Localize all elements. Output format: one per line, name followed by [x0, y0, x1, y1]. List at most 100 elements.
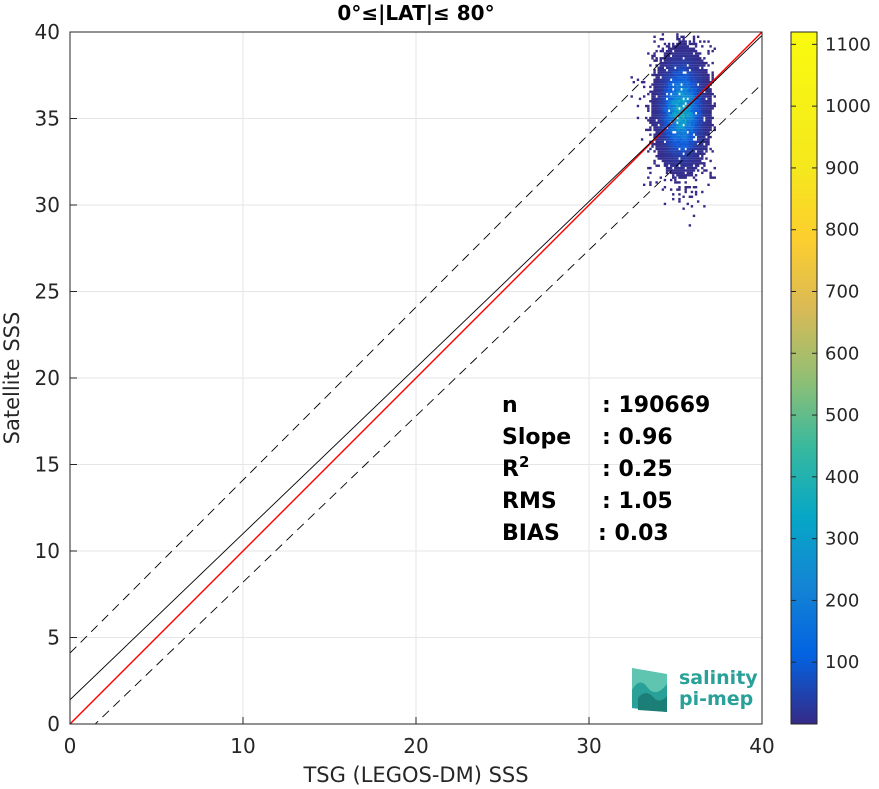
density-cell [701, 121, 704, 124]
density-cell [705, 102, 708, 105]
density-cell [667, 64, 671, 67]
density-cell [653, 150, 656, 153]
density-cell [701, 135, 704, 139]
density-cell [651, 92, 654, 96]
density-cell [692, 152, 696, 155]
density-cell [678, 154, 681, 158]
density-cell [690, 66, 694, 70]
density-cell [694, 131, 698, 134]
density-cell [669, 162, 673, 165]
density-cell [665, 109, 669, 113]
density-cell [659, 104, 662, 108]
density-cell [690, 109, 694, 113]
density-cell [688, 224, 692, 227]
density-cell [699, 133, 702, 136]
density-cell [701, 73, 704, 77]
density-cell [684, 42, 687, 46]
density-cell [703, 164, 706, 167]
density-cell [669, 123, 673, 127]
density-cell [653, 90, 656, 93]
density-cell [701, 171, 704, 175]
density-cell [669, 140, 673, 144]
density-cell [678, 171, 681, 175]
density-cell [653, 128, 656, 132]
density-cell [707, 140, 710, 144]
density-cell [674, 83, 677, 86]
density-cell [655, 102, 658, 105]
density-cell [655, 128, 658, 132]
density-cell [657, 164, 660, 167]
density-cell [672, 193, 675, 196]
density-cell [653, 85, 656, 89]
density-cell [676, 57, 679, 60]
density-cell [686, 90, 689, 93]
density-cell [686, 100, 689, 103]
density-cell [667, 76, 671, 79]
density-cell [690, 147, 694, 151]
density-cell [657, 102, 660, 105]
density-cell [661, 92, 665, 96]
density-cell [667, 140, 671, 144]
density-cell [676, 157, 679, 160]
density-cell [657, 143, 660, 146]
density-cell [661, 71, 665, 74]
density-cell [692, 159, 696, 163]
density-cell [678, 64, 681, 67]
density-cell [684, 54, 687, 58]
density-cell [703, 126, 706, 129]
density-cell [632, 80, 635, 84]
density-cell [686, 109, 689, 113]
density-cell [667, 42, 671, 46]
density-cell [649, 119, 652, 122]
density-cell [688, 126, 692, 129]
density-cell [707, 78, 710, 81]
density-cell [653, 83, 656, 86]
density-cell [674, 166, 677, 170]
density-cell [678, 61, 681, 65]
density-cell [707, 92, 710, 96]
density-cell [705, 140, 708, 144]
density-cell [680, 85, 683, 89]
density-cell [680, 109, 683, 113]
density-cell [709, 80, 712, 84]
density-cell [690, 76, 694, 79]
density-cell [667, 166, 671, 170]
density-cell [686, 143, 689, 146]
density-cell [659, 88, 662, 91]
density-cell [678, 174, 681, 177]
density-cell [707, 135, 710, 139]
density-cell [649, 171, 652, 175]
density-cell [647, 119, 650, 122]
density-cell [676, 119, 679, 122]
density-cell [678, 169, 681, 172]
density-cell [659, 49, 662, 53]
density-cell [659, 123, 662, 127]
density-cell [667, 159, 671, 163]
density-cell [676, 114, 679, 117]
density-cell [669, 119, 673, 122]
density-cell [657, 150, 660, 153]
density-cell [653, 73, 656, 77]
density-cell [680, 119, 683, 122]
density-cell [676, 33, 679, 36]
density-cell [699, 143, 702, 146]
density-cell [694, 85, 698, 89]
density-cell [676, 45, 679, 48]
density-cell [680, 57, 683, 60]
density-cell [692, 169, 696, 172]
density-cell [684, 57, 687, 60]
density-cell [694, 109, 698, 113]
density-cell [661, 107, 665, 110]
density-cell [684, 186, 687, 189]
density-cell [709, 95, 712, 98]
density-cell [659, 116, 662, 120]
density-cell [705, 121, 708, 124]
density-cell [701, 138, 704, 141]
density-cell [661, 138, 665, 141]
density-cell [661, 57, 665, 60]
density-cell [663, 42, 667, 46]
density-cell [711, 150, 714, 153]
density-cell [688, 162, 692, 165]
density-cell [709, 128, 712, 132]
density-cell [678, 80, 681, 84]
